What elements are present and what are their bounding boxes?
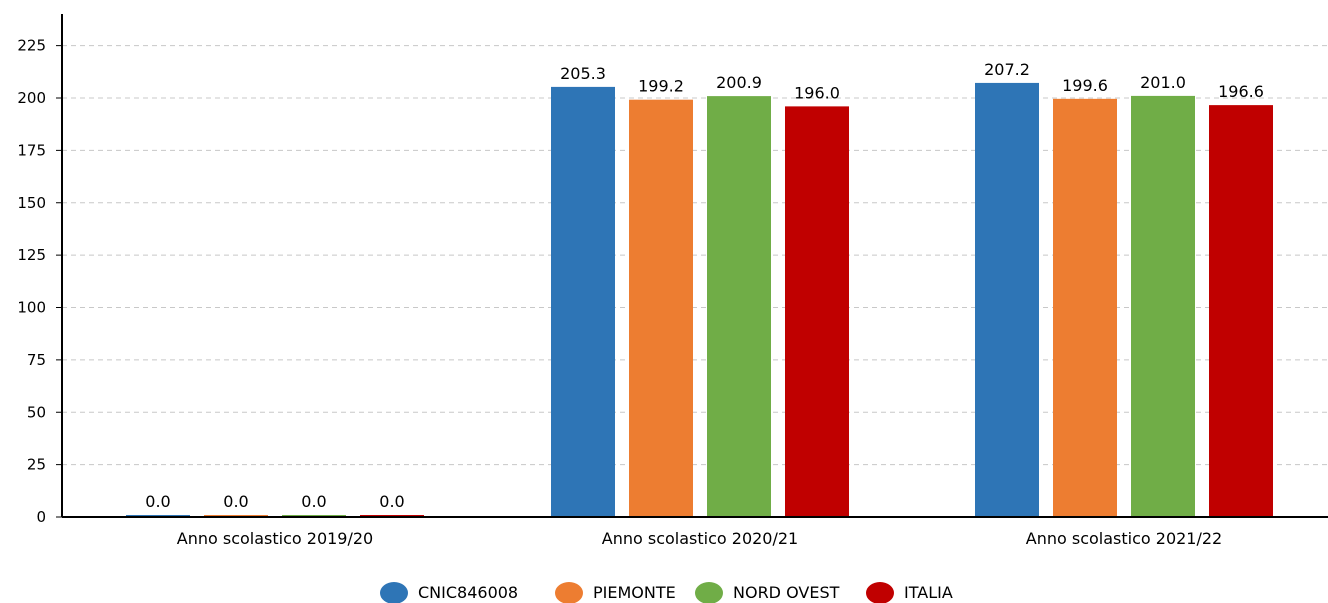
bar-cnic846008-2 [975, 82, 1039, 517]
legend-swatch-italia [866, 582, 894, 603]
legend-swatch-piemonte [555, 582, 583, 603]
legend: CNIC846008 PIEMONTE NORD OVEST ITALIA [380, 582, 953, 603]
legend-swatch-cnic846008 [380, 582, 408, 603]
x-axis-categories: Anno scolastico 2019/20 Anno scolastico 2… [177, 529, 1222, 548]
value-label: 0.0 [223, 492, 248, 511]
legend-label: NORD OVEST [733, 583, 840, 602]
y-tick-label: 0 [36, 508, 46, 526]
value-label: 196.6 [1218, 82, 1264, 101]
value-labels: 0.0 0.0 0.0 0.0 205.3 199.2 200.9 196.0 207.2 199… [145, 60, 1264, 511]
value-label: 201.0 [1140, 73, 1186, 92]
y-tick-label: 150 [17, 194, 46, 212]
bar-italia-2 [1209, 105, 1273, 518]
y-tick-label: 125 [17, 246, 46, 264]
legend-label: CNIC846008 [418, 583, 518, 602]
grid-lines [62, 45, 1328, 466]
axes [61, 14, 1328, 518]
category-label: Anno scolastico 2020/21 [602, 529, 798, 548]
legend-label: ITALIA [904, 583, 953, 602]
y-tick-label: 200 [17, 89, 46, 107]
category-label: Anno scolastico 2021/22 [1026, 529, 1222, 548]
bar-piemonte-1 [629, 99, 693, 518]
bar-cnic846008-1 [551, 86, 615, 518]
value-label: 196.0 [794, 83, 840, 102]
value-label: 200.9 [716, 73, 762, 92]
value-label: 0.0 [379, 492, 404, 511]
bar-nord-ovest-2 [1131, 95, 1195, 517]
bar-nord-ovest-1 [707, 96, 771, 517]
bar-piemonte-2 [1053, 98, 1117, 517]
y-tick-label: 100 [17, 299, 46, 317]
y-tick-label: 50 [27, 403, 46, 421]
value-label: 199.6 [1062, 76, 1108, 95]
y-tick-label: 225 [17, 37, 46, 55]
value-label: 205.3 [560, 64, 606, 83]
bars [126, 82, 1273, 518]
legend-label: PIEMONTE [593, 583, 676, 602]
value-label: 0.0 [301, 492, 326, 511]
value-label: 199.2 [638, 77, 684, 96]
bar-italia-1 [785, 106, 849, 517]
y-tick-label: 25 [27, 456, 46, 474]
y-tick-label: 175 [17, 141, 46, 159]
y-axis-ticks: 0 25 50 75 100 125 150 175 200 225 [17, 37, 62, 526]
value-label: 0.0 [145, 492, 170, 511]
value-label: 207.2 [984, 60, 1030, 79]
category-label: Anno scolastico 2019/20 [177, 529, 373, 548]
legend-swatch-nord-ovest [695, 582, 723, 603]
y-tick-label: 75 [27, 351, 46, 369]
